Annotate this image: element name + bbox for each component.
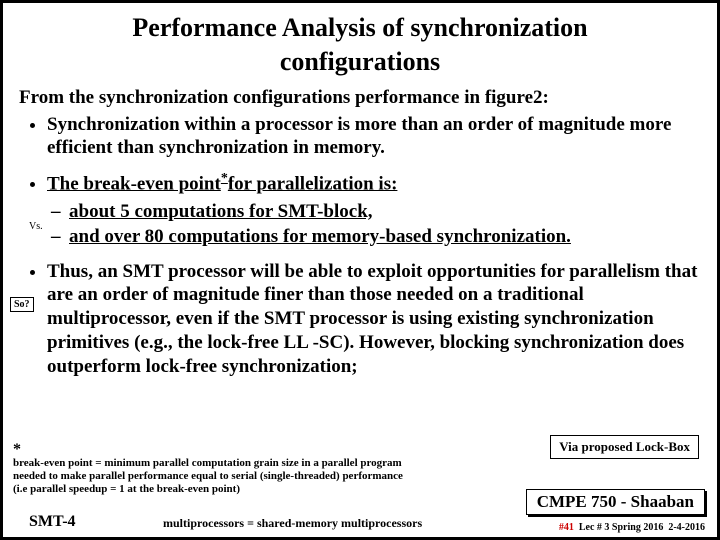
sub-item-1: about 5 computations for SMT-block, Vs. bbox=[69, 200, 701, 225]
vs-label: Vs. bbox=[29, 220, 43, 233]
slide-frame: Performance Analysis of synchronization … bbox=[0, 0, 720, 540]
title-line-2: configurations bbox=[280, 47, 440, 76]
footnote-line-3: (i.e parallel speedup = 1 at the break-e… bbox=[13, 483, 240, 495]
course-box: CMPE 750 - Shaaban bbox=[526, 489, 705, 515]
intro-text: From the synchronization configurations … bbox=[19, 87, 701, 109]
bullet-2-tail: for parallelization is: bbox=[228, 173, 398, 194]
page-number: #41 bbox=[559, 522, 574, 533]
sub-item-2: and over 80 computations for memory-base… bbox=[69, 225, 701, 250]
smt4-label: SMT-4 bbox=[29, 513, 76, 531]
sub-2-text: and over 80 computations for memory-base… bbox=[69, 226, 571, 247]
bullet-list: Synchronization within a processor is mo… bbox=[19, 113, 701, 379]
so-annotation-box: So? bbox=[10, 297, 34, 312]
slide-title: Performance Analysis of synchronization … bbox=[13, 11, 707, 79]
sub-1-text: about 5 computations for SMT-block, bbox=[69, 201, 373, 222]
page-meta: #41 Lec # 3 Spring 2016 2-4-2016 bbox=[559, 522, 705, 533]
title-line-1: Performance Analysis of synchronization bbox=[132, 13, 587, 42]
footnote-line-1: break-even point = minimum parallel comp… bbox=[13, 457, 402, 469]
lecture-info: Lec # 3 Spring 2016 bbox=[579, 522, 663, 533]
footnote-line-2: needed to make parallel performance equa… bbox=[13, 470, 403, 482]
bullet-1: Synchronization within a processor is mo… bbox=[47, 113, 701, 161]
sub-list: about 5 computations for SMT-block, Vs. … bbox=[47, 200, 701, 249]
bullet-2: The break-even point*for parallelization… bbox=[47, 170, 701, 249]
bullet-2-lead: The break-even point bbox=[47, 173, 221, 194]
date-info: 2-4-2016 bbox=[668, 522, 705, 533]
bullet-3: Thus, an SMT processor will be able to e… bbox=[47, 260, 701, 379]
multiprocessor-note: multiprocessors = shared-memory multipro… bbox=[163, 516, 422, 531]
footnote-block: break-even point = minimum parallel comp… bbox=[13, 457, 483, 497]
bullet-2-star: * bbox=[221, 171, 228, 186]
lockbox-callout: Via proposed Lock-Box bbox=[550, 435, 699, 459]
